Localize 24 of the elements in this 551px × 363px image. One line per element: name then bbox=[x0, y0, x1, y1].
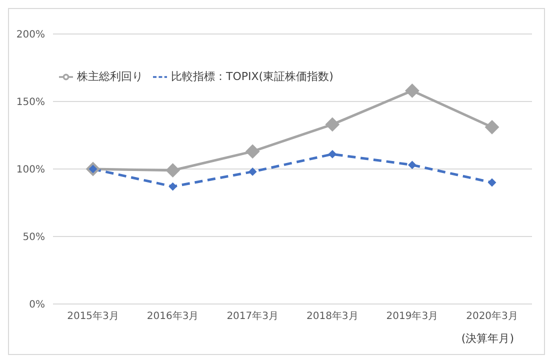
point bbox=[328, 150, 336, 158]
x-tick-label: 2015年3月 bbox=[67, 310, 119, 322]
point bbox=[325, 117, 340, 132]
x-tick-label: 2019年3月 bbox=[386, 310, 438, 322]
x-tick-label: 2017年3月 bbox=[226, 310, 279, 322]
x-tick-label: 2018年3月 bbox=[306, 310, 358, 322]
point bbox=[168, 182, 177, 191]
point bbox=[248, 168, 257, 176]
legend-label: 株主総利回り bbox=[77, 70, 143, 83]
y-tick-label: 200% bbox=[16, 30, 45, 41]
y-tick-label: 100% bbox=[16, 164, 45, 176]
x-tick-label: 2016年3月 bbox=[146, 310, 199, 322]
legend-label: 比較指標：TOPIX(東証株価指数) bbox=[171, 70, 334, 83]
y-tick-label: 50% bbox=[22, 232, 45, 244]
point bbox=[405, 84, 420, 98]
point bbox=[485, 120, 499, 134]
x-axis-title: (決算年月) bbox=[461, 331, 514, 346]
y-tick-label: 0% bbox=[29, 300, 45, 311]
y-tick-label: 150% bbox=[16, 97, 45, 108]
point bbox=[246, 144, 260, 158]
point bbox=[166, 163, 180, 178]
point bbox=[488, 178, 496, 186]
point bbox=[408, 160, 416, 169]
x-tick-label: 2020年3月 bbox=[466, 310, 518, 322]
